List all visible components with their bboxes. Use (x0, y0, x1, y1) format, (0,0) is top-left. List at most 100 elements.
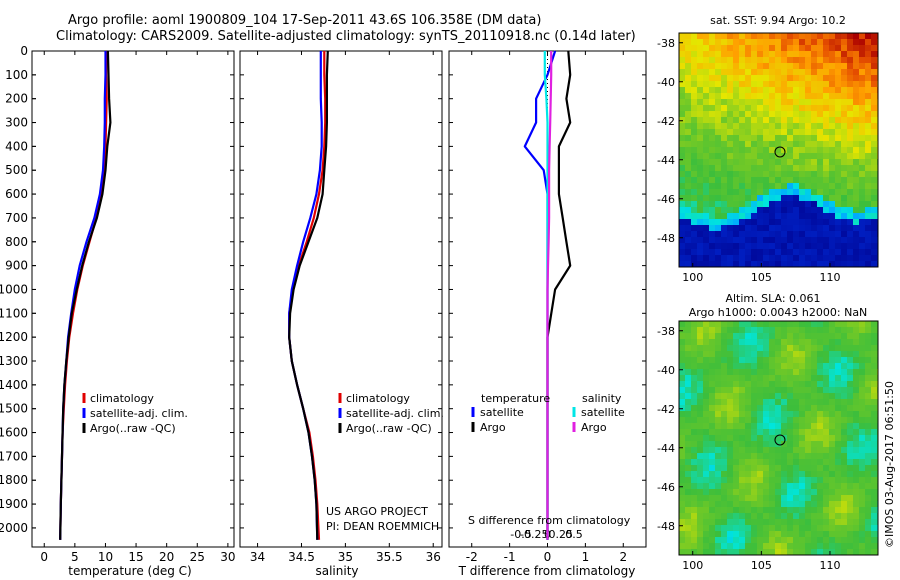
map-cell (721, 495, 727, 501)
legend-label: Argo(..raw -QC) (346, 422, 432, 435)
map-cell (871, 237, 877, 243)
map-cell (817, 393, 823, 399)
map-cell (799, 105, 805, 111)
map-cell (769, 327, 775, 333)
map-cell (727, 381, 733, 387)
map-cell (817, 483, 823, 489)
map-cell (841, 57, 847, 63)
map-cell (721, 69, 727, 75)
map-cell (847, 333, 853, 339)
map-cell (823, 327, 829, 333)
map-cell (781, 177, 787, 183)
map-cell (763, 465, 769, 471)
map-cell (817, 327, 823, 333)
map-cell (853, 237, 859, 243)
map-cell (859, 243, 865, 249)
map-cell (709, 387, 715, 393)
map-cell (697, 51, 703, 57)
map-cell (739, 105, 745, 111)
map-cell (697, 531, 703, 537)
map-cell (811, 225, 817, 231)
map-cell (703, 339, 709, 345)
map-cell (847, 381, 853, 387)
map-cell (871, 117, 877, 123)
map-cell (739, 339, 745, 345)
map-cell (799, 45, 805, 51)
map-cell (703, 129, 709, 135)
map-cell (679, 165, 685, 171)
map-cell (745, 111, 751, 117)
map-cell (721, 105, 727, 111)
map-cell (769, 165, 775, 171)
map-cell (727, 321, 733, 327)
map-cell (871, 447, 877, 453)
map-cell (757, 87, 763, 93)
map-cell (781, 357, 787, 363)
map-cell (847, 321, 853, 327)
map-cell (691, 453, 697, 459)
map-cell (709, 237, 715, 243)
map-cell (685, 525, 691, 531)
map-cell (685, 33, 691, 39)
map-cell (691, 147, 697, 153)
map-cell (775, 423, 781, 429)
map-cell (847, 507, 853, 513)
map-cell (763, 441, 769, 447)
map-cell (697, 33, 703, 39)
map-cell (799, 63, 805, 69)
map-cell (709, 369, 715, 375)
map-cell (757, 411, 763, 417)
map-cell (853, 333, 859, 339)
map-cell (841, 363, 847, 369)
map-cell (817, 129, 823, 135)
map-cell (805, 249, 811, 255)
t-difference-xlabel: T difference from climatology (458, 564, 636, 578)
map-cell (733, 333, 739, 339)
map-cell (751, 411, 757, 417)
map-cell (817, 345, 823, 351)
map-cell (721, 519, 727, 525)
map-cell (841, 225, 847, 231)
map-cell (787, 549, 793, 555)
map-cell (787, 255, 793, 261)
map-cell (733, 411, 739, 417)
map-cell (835, 549, 841, 555)
map-cell (841, 519, 847, 525)
map-cell (697, 87, 703, 93)
map-cell (745, 75, 751, 81)
map-cell (841, 189, 847, 195)
map-cell (841, 243, 847, 249)
map-cell (745, 345, 751, 351)
map-cell (835, 483, 841, 489)
map-cell (787, 153, 793, 159)
map-cell (793, 393, 799, 399)
map-cell (817, 99, 823, 105)
map-cell (775, 105, 781, 111)
map-cell (685, 63, 691, 69)
map-cell (679, 525, 685, 531)
map-cell (829, 453, 835, 459)
map-cell (823, 105, 829, 111)
map-cell (847, 135, 853, 141)
map-cell (757, 381, 763, 387)
map-cell (847, 369, 853, 375)
map-cell (697, 549, 703, 555)
map-cell (703, 69, 709, 75)
map-cell (805, 219, 811, 225)
map-cell (853, 393, 859, 399)
map-cell (727, 63, 733, 69)
map-cell (823, 39, 829, 45)
map-cell (703, 51, 709, 57)
map-cell (685, 549, 691, 555)
map-cell (739, 381, 745, 387)
map-cell (679, 75, 685, 81)
map-cell (763, 321, 769, 327)
map-cell (817, 171, 823, 177)
map-cell (799, 231, 805, 237)
map-cell (805, 327, 811, 333)
map-cell (787, 63, 793, 69)
map-cell (709, 111, 715, 117)
map-cell (823, 207, 829, 213)
map-cell (769, 207, 775, 213)
map-cell (703, 507, 709, 513)
